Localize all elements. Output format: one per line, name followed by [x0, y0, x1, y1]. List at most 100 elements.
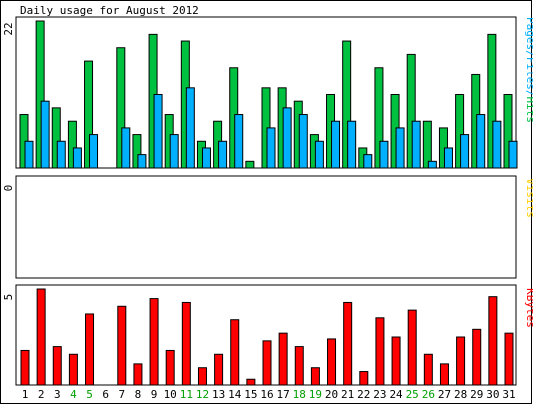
x-tick-label-day-2: 2	[38, 388, 45, 401]
x-tick-label-day-24: 24	[389, 388, 403, 401]
bar-files-day-11	[185, 87, 195, 169]
bar-files-day-22	[363, 154, 373, 169]
bar-files-day-13	[218, 140, 228, 169]
bar-files-day-10	[169, 134, 179, 169]
bar-files-day-9	[153, 94, 163, 169]
x-tick-label-day-22: 22	[357, 388, 370, 401]
x-tick-label-day-5: 5	[86, 388, 93, 401]
bar-kbytes-day-29	[472, 328, 482, 386]
bar-files-day-19	[314, 140, 324, 169]
side-label-kbytes: KBytes	[524, 288, 533, 328]
side-label-pages: Pages/	[524, 17, 533, 57]
x-tick-label-day-29: 29	[470, 388, 483, 401]
bar-files-day-18	[298, 114, 308, 169]
bar-kbytes-day-5	[85, 313, 95, 386]
bar-hits-day-2	[35, 20, 45, 169]
bar-kbytes-day-2	[36, 288, 46, 386]
x-tick-label-day-26: 26	[422, 388, 435, 401]
bar-kbytes-day-20	[327, 338, 337, 386]
x-tick-label-day-17: 17	[277, 388, 290, 401]
x-tick-label-day-10: 10	[164, 388, 177, 401]
x-tick-label-day-7: 7	[118, 388, 125, 401]
bar-files-day-29	[476, 114, 486, 169]
side-label-traffic: Pages/Files/Hits	[524, 17, 533, 123]
bar-files-day-16	[266, 127, 276, 169]
bar-kbytes-day-14	[230, 319, 240, 386]
side-label-visits: Visits	[524, 178, 533, 218]
bar-files-day-21	[347, 120, 357, 169]
bar-kbytes-day-8	[133, 363, 143, 386]
bar-kbytes-day-3	[52, 346, 62, 386]
bar-kbytes-day-15	[246, 378, 256, 386]
x-tick-label-day-14: 14	[228, 388, 242, 401]
bar-kbytes-day-22	[359, 371, 369, 386]
x-tick-label-day-25: 25	[406, 388, 419, 401]
bar-kbytes-day-4	[68, 353, 78, 386]
x-tick-label-day-15: 15	[244, 388, 257, 401]
x-tick-label-day-21: 21	[341, 388, 354, 401]
bar-files-day-17	[282, 107, 292, 169]
bar-kbytes-day-23	[375, 317, 385, 386]
bar-hits-day-8	[132, 134, 142, 169]
bar-kbytes-day-27	[439, 363, 449, 386]
bar-files-day-20	[331, 120, 341, 169]
x-tick-label-day-12: 12	[196, 388, 209, 401]
bar-files-day-12	[201, 147, 211, 169]
bar-kbytes-day-16	[262, 340, 272, 386]
panel-frame-2	[15, 175, 517, 279]
x-tick-label-day-4: 4	[70, 388, 77, 401]
x-tick-label-day-23: 23	[373, 388, 386, 401]
bar-kbytes-day-17	[278, 332, 288, 386]
bar-files-day-14	[234, 114, 244, 169]
bar-kbytes-day-26	[423, 353, 433, 386]
x-tick-label-day-28: 28	[454, 388, 467, 401]
bar-files-day-5	[89, 134, 99, 169]
bar-kbytes-day-21	[343, 301, 353, 386]
bar-hits-day-3	[51, 107, 61, 169]
bar-kbytes-day-24	[391, 336, 401, 386]
bar-files-day-27	[443, 147, 453, 169]
bar-kbytes-day-13	[214, 353, 224, 386]
bar-kbytes-day-7	[117, 305, 127, 386]
y-tick-label-1: 22	[2, 22, 15, 35]
bar-files-day-30	[492, 120, 502, 169]
bar-kbytes-day-19	[310, 367, 320, 386]
bar-kbytes-day-9	[149, 298, 159, 386]
x-tick-label-day-9: 9	[151, 388, 158, 401]
bar-hits-day-30	[487, 33, 497, 169]
x-tick-label-day-19: 19	[309, 388, 322, 401]
bar-files-day-3	[56, 140, 66, 169]
x-tick-label-day-30: 30	[486, 388, 499, 401]
x-tick-label-day-13: 13	[212, 388, 225, 401]
bar-kbytes-day-28	[456, 336, 466, 386]
bar-kbytes-day-12	[197, 367, 207, 386]
bar-files-day-4	[72, 147, 82, 169]
x-tick-label-day-31: 31	[502, 388, 515, 401]
x-tick-label-day-16: 16	[260, 388, 273, 401]
bar-files-day-31	[508, 140, 518, 169]
bar-hits-day-31	[503, 94, 513, 169]
bar-kbytes-day-10	[165, 349, 175, 386]
bar-hits-day-21	[342, 40, 352, 169]
x-tick-label-day-8: 8	[135, 388, 142, 401]
bar-files-day-2	[40, 100, 50, 169]
bar-files-day-24	[395, 127, 405, 169]
bar-files-day-8	[137, 154, 147, 169]
bar-files-day-28	[460, 134, 470, 169]
bar-hits-day-15	[245, 160, 255, 169]
x-tick-label-day-11: 11	[180, 388, 193, 401]
bar-hits-day-25	[406, 53, 416, 169]
bar-hits-day-7	[116, 47, 126, 169]
x-tick-label-day-1: 1	[22, 388, 29, 401]
bar-files-day-26	[427, 160, 437, 169]
bar-hits-day-28	[455, 94, 465, 169]
bar-files-day-23	[379, 140, 389, 169]
side-label-files: Files/	[524, 57, 533, 97]
bar-hits-day-26	[422, 120, 432, 169]
bar-files-day-7	[121, 127, 131, 169]
bar-kbytes-day-25	[407, 309, 417, 386]
bar-kbytes-day-30	[488, 296, 498, 386]
y-tick-label-3: 5	[2, 294, 15, 301]
